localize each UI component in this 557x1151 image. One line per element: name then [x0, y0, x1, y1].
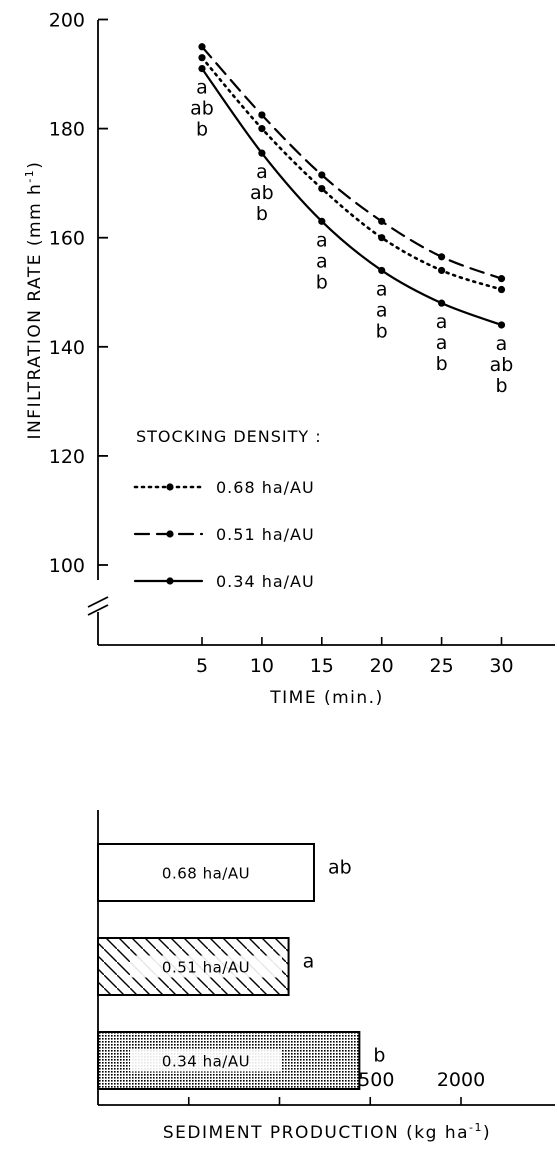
significance-letter: a [316, 229, 328, 251]
y-axis: 100 120 140 160 180 200 [49, 10, 109, 645]
significance-letter: a [496, 333, 508, 355]
data-point [318, 171, 326, 179]
significance-letter: ab [490, 354, 514, 376]
bar-x-tick-label: 2000 [437, 1069, 485, 1091]
significance-letter: a [256, 161, 268, 183]
data-point [497, 321, 506, 329]
significance-letter: a [436, 332, 448, 354]
data-point [198, 64, 206, 73]
data-point [378, 234, 386, 242]
y-tick-label: 200 [49, 10, 85, 32]
x-tick-label: 15 [310, 655, 334, 677]
x-axis: 5 10 15 20 25 30 [98, 637, 555, 677]
significance-letter: b [256, 203, 268, 225]
x-tick-label: 10 [250, 655, 274, 677]
legend-marker [166, 483, 174, 491]
legend-label: 0.34 ha/AU [216, 572, 315, 591]
y-tick-label: 100 [49, 555, 85, 577]
data-point [258, 125, 266, 133]
data-point [198, 54, 206, 62]
significance-letter: a [196, 77, 208, 99]
y-tick-label: 120 [49, 446, 85, 468]
significance-letter: ab [250, 182, 274, 204]
infiltration-chart: 100 120 140 160 180 200 5 10 15 20 25 30 INFILTRAT… [23, 10, 555, 708]
x-tick-label: 20 [370, 655, 394, 677]
data-point [438, 266, 446, 275]
legend-label: 0.51 ha/AU [216, 525, 315, 544]
x-tick-label: 5 [196, 655, 208, 677]
series-lines [198, 43, 506, 329]
bar-significance-letter: b [373, 1045, 385, 1067]
significance-letter: b [196, 119, 208, 141]
data-point [378, 266, 386, 275]
x-axis-title: TIME (min.) [269, 688, 383, 708]
bars: 0.68 ha/AU ab 0.51 ha/AU a 0.34 ha/AU b [97, 843, 385, 1090]
bar-label-bg [130, 1049, 282, 1072]
significance-letter: a [376, 278, 388, 300]
data-point [318, 185, 326, 193]
y-tick-label: 160 [49, 228, 85, 250]
data-point [318, 217, 326, 225]
significance-letter: b [495, 375, 507, 397]
legend: STOCKING DENSITY : 0.68 ha/AU 0.51 ha/AU 0… [133, 427, 322, 591]
legend-marker [166, 577, 174, 585]
series-line-solid [200, 67, 503, 327]
x-tick-label: 25 [430, 655, 454, 677]
legend-marker [166, 530, 174, 538]
significance-letter: a [376, 299, 388, 321]
bar-label: 0.51 ha/AU [162, 959, 250, 977]
bar-label-bg [130, 955, 282, 978]
axis-break-mark [87, 596, 109, 645]
series-line-dashed [200, 45, 503, 280]
data-point [378, 217, 386, 225]
bar-label: 0.68 ha/AU [162, 865, 250, 883]
data-point [258, 149, 266, 157]
legend-title: STOCKING DENSITY : [136, 427, 322, 446]
bar [97, 843, 315, 902]
y-axis-title: INFILTRATION RATE (mm h-1) [23, 161, 45, 440]
y-tick-label: 140 [49, 337, 85, 359]
data-point [497, 285, 506, 294]
data-point [438, 299, 446, 307]
significance-letter: a [436, 311, 448, 333]
data-point [497, 275, 506, 283]
x-tick-label: 30 [489, 655, 513, 677]
data-point [258, 111, 266, 119]
significance-letter: a [316, 250, 328, 272]
data-point [198, 43, 206, 51]
significance-letter: b [316, 271, 328, 293]
bar-significance-letter: a [303, 951, 315, 973]
bar-significance-letter: ab [328, 857, 352, 879]
data-point [438, 253, 446, 261]
significance-letter: b [436, 353, 448, 375]
bar-x-axis-title: SEDIMENT PRODUCTION (kg ha-1) [163, 1121, 491, 1143]
series-line-dotted [200, 56, 503, 291]
y-tick-label: 180 [49, 119, 85, 141]
bar-label: 0.34 ha/AU [162, 1053, 250, 1071]
significance-letter: ab [190, 98, 214, 120]
legend-label: 0.68 ha/AU [216, 478, 315, 497]
significance-letter: b [376, 320, 388, 342]
